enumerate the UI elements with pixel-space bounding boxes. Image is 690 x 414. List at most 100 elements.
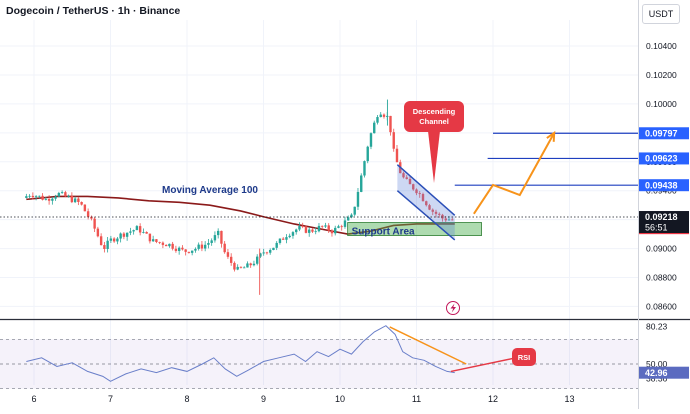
candle-body [90, 216, 93, 219]
candle-body [86, 211, 90, 217]
candle-body [415, 189, 418, 194]
candle-body [34, 196, 38, 198]
candle-body [412, 184, 415, 190]
candle-body [151, 239, 155, 242]
candle-body [382, 114, 386, 117]
time-axis: 6 7 8 9 10 11 12 13 [31, 394, 574, 404]
candle-body [103, 245, 106, 249]
time-tick-label: 12 [488, 394, 498, 404]
candle-body [47, 198, 51, 201]
price-tags: 0.097970.096230.094380.091410.0921856:51… [639, 127, 689, 379]
candle-body [366, 146, 369, 162]
countdown-tag: 56:51 [645, 223, 668, 233]
candle-body [281, 238, 285, 240]
time-tick-label: 8 [184, 394, 189, 404]
candle-body [223, 243, 226, 253]
candle-body [145, 231, 148, 234]
time-tick-label: 10 [335, 394, 345, 404]
candle-body [177, 247, 181, 251]
candle-body [112, 238, 116, 242]
candle-body [295, 229, 298, 233]
candle-body [343, 220, 347, 227]
candle-body [125, 232, 129, 237]
candle-body [350, 214, 353, 218]
candle-body [255, 256, 259, 264]
candle-body [138, 226, 142, 233]
candle-body [298, 226, 301, 230]
candle-body [25, 196, 28, 198]
candle-body [122, 233, 126, 237]
candle-body [278, 238, 282, 243]
candle-body [431, 209, 434, 212]
candle-body [57, 192, 61, 197]
candle-body [44, 198, 48, 200]
candle-body [96, 228, 100, 237]
candle-body [155, 239, 158, 242]
rsi-current-tag-bg [639, 366, 689, 379]
candle-body [425, 201, 428, 206]
price-tick-label: 0.10200 [646, 70, 677, 80]
candle-body [80, 201, 83, 205]
support-area-box [347, 222, 482, 236]
candle-body [451, 219, 454, 221]
candle-body [171, 243, 174, 249]
rsi-callout [512, 348, 536, 366]
candle-body [259, 253, 262, 257]
price-tick-label: 0.09000 [646, 244, 677, 254]
candle-body [220, 230, 223, 244]
candle-body [402, 173, 405, 178]
candle-body [304, 226, 308, 233]
candle-body [311, 229, 314, 232]
candle-body [161, 242, 165, 245]
annotation-texts: Moving Average 100 Support Area Descendi… [162, 107, 530, 362]
candle-body [249, 263, 252, 266]
candle-body [129, 231, 132, 233]
candle-body [119, 233, 122, 239]
candle-body [158, 241, 161, 243]
event-bolt-glyph [450, 303, 456, 313]
drawings-layer [0, 101, 638, 315]
candle-body [369, 133, 373, 147]
candle-body [291, 232, 295, 236]
candle-body [229, 256, 233, 263]
time-tick-label: 7 [108, 394, 113, 404]
candle-body [379, 114, 382, 118]
candle-body [109, 238, 113, 241]
candle-body [184, 249, 187, 252]
currency-selector[interactable]: USDT [642, 4, 680, 24]
rsi-tick-label: 80.23 [646, 322, 668, 332]
candle-body [405, 177, 408, 179]
candle-body [392, 132, 395, 149]
descending-channel-callout-pointer [428, 131, 440, 183]
candle-body [64, 192, 67, 197]
projection-path [473, 132, 556, 215]
candle-body [418, 193, 421, 195]
candle-body [373, 122, 376, 134]
candle-body [106, 240, 109, 249]
candle-body [447, 219, 451, 221]
candle-body [194, 248, 197, 251]
candle-body [356, 191, 360, 207]
candle-body [308, 229, 311, 233]
candle-body [181, 247, 184, 250]
candle-body [216, 230, 220, 236]
descending-channel-label-line1: Descending [413, 107, 456, 116]
candle-body [324, 225, 327, 227]
candle-body [83, 204, 87, 212]
price-tick-label: 0.08600 [646, 301, 677, 311]
candle-body [135, 226, 139, 231]
candle-body [54, 196, 57, 199]
price-tag: 0.09623 [645, 154, 678, 164]
candle-body [203, 244, 207, 249]
current-price-tag-bg [639, 211, 689, 234]
descending-channel-fill [397, 164, 455, 240]
candle-body [262, 252, 265, 254]
candle-body [70, 196, 74, 203]
candle-body [174, 248, 178, 251]
candle-body [99, 236, 103, 246]
price-tick-label: 0.08800 [646, 272, 677, 282]
time-tick-label: 9 [261, 394, 266, 404]
candle-body [434, 211, 438, 214]
candle-body [239, 266, 243, 268]
